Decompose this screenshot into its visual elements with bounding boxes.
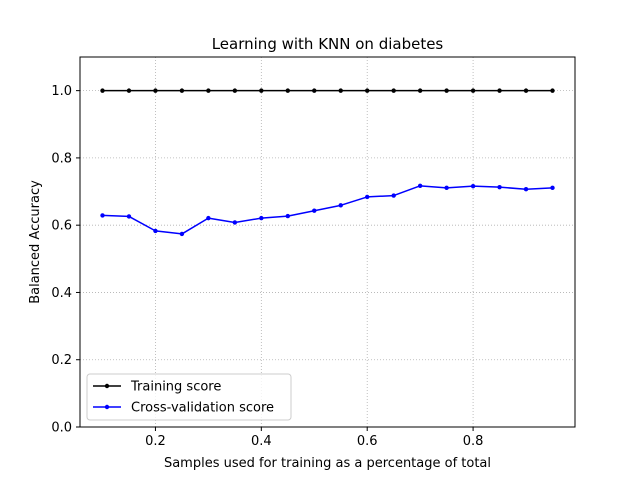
axis-ticks: 0.2 0.4 0.6 0.8 0.0 0.2 0.4 0.6 0.8 1.0 [51,84,483,449]
data-point-cross-validation-score [100,213,105,218]
y-tick-label: 0.2 [51,353,72,368]
data-point-training-score [444,88,449,93]
data-point-cross-validation-score [470,183,476,189]
x-tick-label: 0.8 [463,434,484,449]
legend-swatch-training-marker [104,383,110,389]
data-point-training-score [338,88,343,93]
y-tick-label: 0.8 [51,151,72,166]
data-point-cross-validation-score [444,185,449,191]
x-tick-label: 0.4 [251,434,272,449]
data-point-cross-validation-score [338,203,343,208]
data-point-cross-validation-score [523,186,529,192]
data-point-cross-validation-score [206,215,211,221]
data-point-cross-validation-score [417,183,423,189]
data-point-training-score [417,88,423,93]
data-point-training-score [391,88,396,93]
legend: Training score Cross-validation score [86,373,292,421]
legend-label-training: Training score [130,380,221,395]
data-point-training-score [285,88,290,93]
y-tick-label: 0.4 [51,286,72,301]
y-tick-label: 0.0 [51,421,72,436]
data-point-cross-validation-score [179,231,185,237]
legend-swatch-cv-marker [104,404,110,410]
legend-box [86,373,292,421]
data-point-cross-validation-score [365,194,370,200]
data-point-cross-validation-score [550,185,555,191]
y-tick-label: 1.0 [51,84,72,99]
data-point-cross-validation-score [259,215,264,221]
y-tick-label: 0.6 [51,219,72,234]
data-point-cross-validation-score [285,213,290,219]
data-point-cross-validation-score [126,214,132,219]
legend-label-cross-validation: Cross-validation score [131,401,274,416]
plot-area [80,57,575,427]
data-point-training-score [126,88,132,93]
data-point-training-score [550,88,555,93]
data-point-cross-validation-score [497,184,502,190]
x-tick-label: 0.2 [145,434,166,449]
data-point-training-score [179,88,185,93]
data-point-training-score [153,88,158,93]
series-line-cross-validation-score [102,185,553,235]
data-point-training-score [312,88,317,93]
y-axis-label: Balanced Accuracy [28,180,43,304]
x-tick-label: 0.6 [357,434,378,449]
x-axis-label: Samples used for training as a percentag… [164,456,491,471]
data-point-training-score [100,88,105,93]
data-point-training-score [497,88,502,93]
series-layer [100,88,555,237]
data-point-cross-validation-score [312,208,317,213]
data-point-training-score [232,88,238,93]
plot-frame [79,56,576,428]
chart-title: Learning with KNN on diabetes [212,35,444,53]
data-point-training-score [206,88,211,93]
data-point-training-score [259,88,264,93]
data-point-cross-validation-score [391,193,396,198]
data-point-training-score [470,88,476,93]
data-point-cross-validation-score [232,220,238,225]
data-point-training-score [523,88,529,93]
data-point-cross-validation-score [153,228,158,234]
data-point-training-score [365,88,370,93]
